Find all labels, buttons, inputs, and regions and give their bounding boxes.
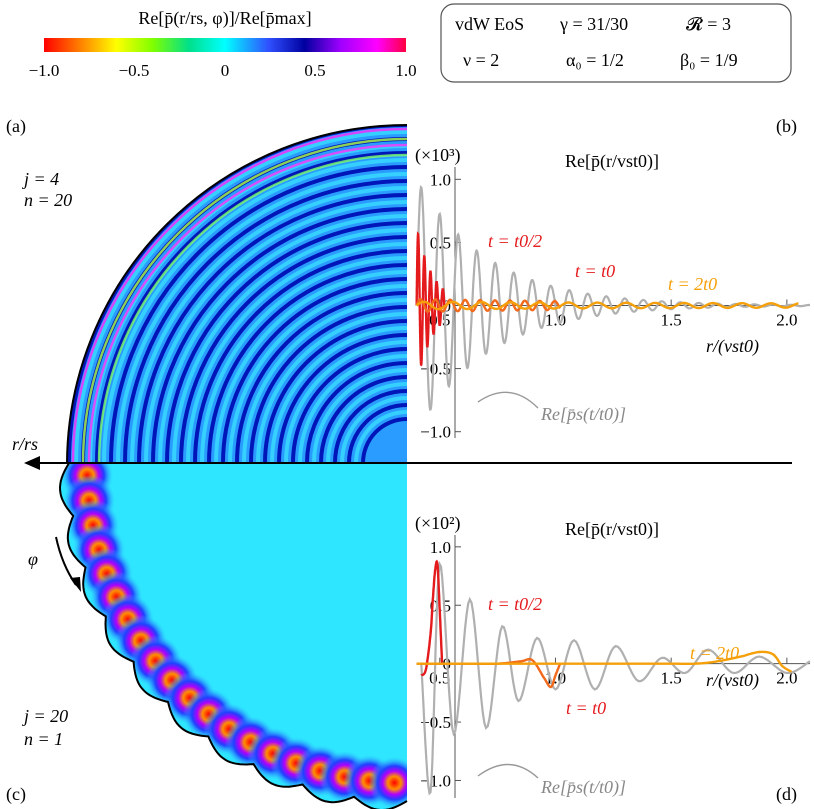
y-tick-label: 0.5: [430, 233, 451, 252]
x-axis-label: r/(vst0): [706, 336, 759, 357]
scale-label: (×10³): [415, 145, 461, 166]
panel-label-a: (a): [6, 116, 26, 137]
series-annotation: t = t0/2: [488, 231, 542, 251]
colorbar-title: Re[p̄(r/rs, φ)]/Re[p̄max]: [138, 8, 311, 29]
y-tick-label: −0.5: [420, 713, 451, 732]
series-line-0: [420, 559, 444, 677]
annotation-pointer: [477, 763, 539, 779]
annotation-pointer: [477, 391, 539, 409]
colorbar-tick-05: 0.5: [304, 61, 325, 80]
y-tick-label: 1.0: [430, 538, 451, 557]
parameter-box: vdW EoS γ = 31/30 𝓡 = 3 ν = 2 α₀ = 1/2 β…: [440, 3, 792, 83]
colorbar-tick-1: 1.0: [395, 61, 416, 80]
chart-d: 1.00.50−0.5−1.00.5 1.0 1.5 2.0(×10²) Re[p̄(r…: [415, 513, 811, 798]
colorbar-gradient: [44, 38, 406, 52]
chart-b: 1.00.50−0.5−1.00.5 1.0 1.5 2.0(×10³) Re[p̄(r…: [415, 145, 810, 442]
phi-arrowhead: [70, 577, 81, 592]
bottom-mode-n: n = 1: [24, 729, 63, 749]
x-axis-label: r/(vst0): [706, 670, 759, 691]
series-annotation: t = t0/2: [488, 594, 542, 614]
series-line-3: [420, 560, 811, 796]
top-mode-n: n = 20: [24, 190, 72, 210]
param-R: 𝓡 = 3: [686, 14, 731, 34]
panel-label-b: (b): [776, 116, 797, 137]
colorbar-tick-neg1: −1.0: [29, 61, 60, 80]
panel-label-d: (d): [776, 784, 797, 805]
top-mode-j: j = 4: [22, 169, 59, 189]
param-gamma: γ = 31/30: [559, 14, 628, 34]
bottom-mode-j: j = 20: [22, 706, 68, 726]
r-axis-label: r/rs: [12, 434, 38, 454]
colorbar-tick-0: 0: [221, 61, 230, 80]
field-blob: [368, 756, 407, 809]
x-tick-label: 1.5: [661, 311, 682, 330]
param-nu: ν = 2: [463, 50, 499, 70]
param-beta0: β₀ = 1/9: [680, 50, 738, 70]
series-annotation: t = 2t0: [690, 643, 739, 663]
colorbar-tick-neg05: −0.5: [119, 61, 150, 80]
field-bottom: [60, 463, 407, 809]
phi-label: φ: [28, 549, 38, 569]
x-tick-label: 1.0: [545, 311, 566, 330]
y-tick-label: −1.0: [420, 423, 451, 442]
x-tick-label: 2.0: [776, 311, 797, 330]
series-line-0: [415, 231, 446, 367]
colorbar: Re[p̄(r/rs, φ)]/Re[p̄max] −1.0 −0.5 0 0.…: [29, 8, 417, 80]
series-annotation: t = t0: [575, 261, 615, 281]
chart-title: Re[p̄(r/vst0)]: [565, 519, 659, 540]
panel-label-c: (c): [6, 784, 26, 805]
series-line-2: [415, 300, 799, 311]
x-tick-label: 1.5: [661, 669, 682, 688]
series-annotation: t = t0: [566, 698, 606, 718]
y-tick-label: 1.0: [430, 170, 451, 189]
field-bottom-boundary: [58, 462, 408, 809]
scale-label: (×10²): [415, 513, 461, 534]
series-annotation: Re[p̄s(t/t0)]: [540, 404, 626, 425]
r-axis-arrowhead: [24, 456, 40, 470]
series-line-2: [416, 650, 793, 673]
chart-title: Re[p̄(r/vst0)]: [565, 151, 659, 172]
series-annotation: t = 2t0: [668, 274, 717, 294]
param-eos: vdW EoS: [455, 14, 524, 34]
param-alpha0: α₀ = 1/2: [566, 50, 624, 70]
y-tick-label: −1.0: [420, 771, 451, 790]
series-line-3: [415, 184, 810, 411]
series-annotation: Re[p̄s(t/t0)]: [540, 777, 626, 798]
field-top-boundary: [66, 124, 408, 464]
